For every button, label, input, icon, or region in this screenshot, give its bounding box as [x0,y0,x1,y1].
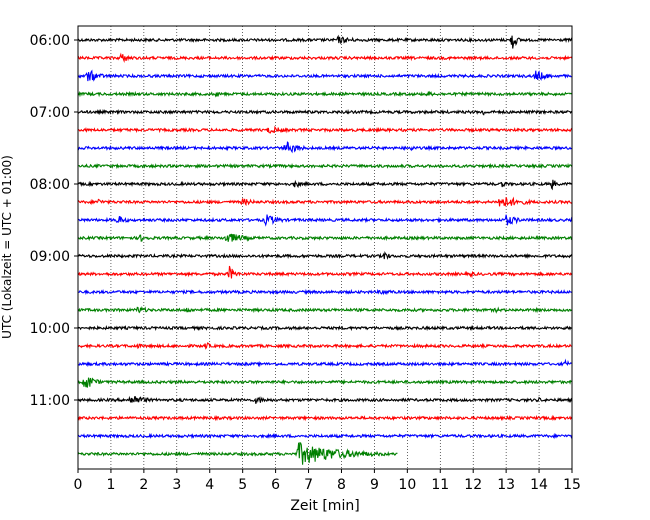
x-tick-label: 3 [172,477,181,493]
trace-1015 [77,341,573,350]
trace-0630 [77,69,573,82]
x-tick-label: 8 [337,477,346,493]
trace-0645 [77,90,573,98]
trace-0730 [77,141,573,154]
trace-0945 [77,305,573,314]
x-tick-label: 4 [205,477,214,493]
x-tick-label: 7 [304,477,313,493]
trace-0830 [77,214,573,227]
x-tick-label: 12 [464,477,482,493]
x-tick-label: 0 [74,477,83,493]
trace-1100 [77,395,573,404]
trace-1000 [77,324,573,332]
x-tick-label: 10 [398,477,416,493]
x-tick-label: 11 [431,477,449,493]
trace-0715 [77,125,573,134]
trace-0900 [77,250,573,260]
x-tick-label: 2 [139,477,148,493]
trace-0930 [77,288,573,296]
y-axis-ticks: 06:00 07:00 08:00 09:00 10:00 11:00 [30,33,78,409]
trace-0800 [77,179,573,191]
x-tick-label: 6 [271,477,280,493]
trace-1145 [77,442,398,465]
y-tick-label: 11:00 [30,393,70,409]
x-tick-label: 9 [370,477,379,493]
trace-0700 [77,108,573,116]
y-tick-label: 09:00 [30,249,70,265]
y-tick-label: 07:00 [30,105,70,121]
y-tick-label: 08:00 [30,177,70,193]
x-axis-ticks: 0 1 2 3 4 5 6 7 8 9 10 11 12 13 14 15 [74,469,581,493]
plot-frame [77,25,573,470]
y-axis-label: UTC (Lokalzeit = UTC + 01:00) [0,155,14,339]
x-tick-label: 14 [530,477,548,493]
trace-1115 [77,414,573,422]
x-axis-label: Zeit [min] [290,498,359,514]
y-tick-label: 06:00 [30,33,70,49]
x-tick-label: 15 [563,477,581,493]
x-tick-label: 13 [497,477,515,493]
trace-0815 [77,196,573,207]
trace-0915 [77,265,573,279]
trace-1130 [77,432,573,440]
x-tick-label: 5 [238,477,247,493]
trace-1045 [77,377,573,388]
y-tick-label: 10:00 [30,321,70,337]
trace-1030 [77,358,573,368]
trace-0615 [77,52,573,63]
trace-0745 [77,162,573,170]
grid-lines [110,26,540,469]
trace-0600 [77,34,573,49]
x-tick-label: 1 [106,477,115,493]
seismogram-traces [77,34,573,465]
trace-0845 [77,233,573,242]
